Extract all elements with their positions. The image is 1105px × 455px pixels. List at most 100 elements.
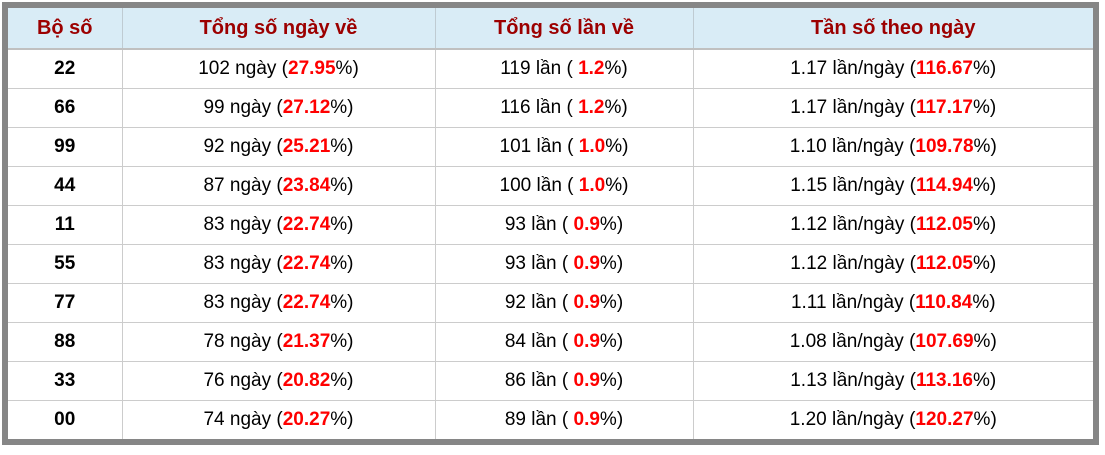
frequency-value: 1.08 lần/ngày — [789, 330, 904, 352]
pair-cell: 00 — [8, 399, 123, 439]
days-value: 87 ngày — [203, 174, 272, 196]
times-value: 116 lần — [500, 96, 562, 118]
days-percent: 22.74 — [282, 213, 331, 235]
paren-close: %) — [604, 57, 628, 79]
times-value: 93 lần — [504, 213, 557, 235]
table-row: 00 74 ngày (20.27%) 89 lần ( 0.9%) 1.20 … — [8, 399, 1093, 439]
frequency-cell: 1.15 lần/ngày (114.94%) — [692, 165, 1093, 206]
days-cell: 87 ngày (23.84%) — [121, 165, 436, 206]
days-percent: 27.12 — [282, 96, 331, 118]
paren-close: %) — [599, 252, 624, 274]
days-cell: 78 ngày (21.37%) — [121, 321, 436, 362]
paren-open: ( — [904, 174, 916, 196]
table-row: 55 83 ngày (22.74%) 93 lần ( 0.9%) 1.12 … — [8, 243, 1093, 284]
paren-open: ( — [903, 135, 916, 157]
pair-value: 00 — [54, 408, 76, 430]
frequency-cell: 1.08 lần/ngày (107.69%) — [692, 321, 1093, 362]
paren-close: %) — [973, 96, 997, 118]
times-percent: 1.2 — [578, 96, 605, 118]
days-percent: 22.74 — [282, 291, 331, 313]
times-value: 89 lần — [504, 408, 557, 430]
frequency-cell: 1.17 lần/ngày (116.67%) — [692, 48, 1093, 89]
frequency-percent: 116.67 — [915, 57, 974, 79]
paren-close: %) — [973, 369, 997, 391]
days-cell: 102 ngày (27.95%) — [121, 48, 436, 89]
times-percent: 0.9 — [573, 408, 600, 430]
paren-open: ( — [556, 213, 574, 235]
days-percent: 23.84 — [282, 174, 331, 196]
frequency-percent: 117.17 — [915, 96, 974, 118]
column-header-frequency: Tần số theo ngày — [692, 8, 1093, 50]
paren-open: ( — [271, 96, 283, 118]
paren-open: ( — [904, 96, 916, 118]
days-cell: 99 ngày (27.12%) — [121, 87, 436, 128]
times-percent: 1.2 — [578, 57, 605, 79]
pair-value: 99 — [54, 135, 76, 157]
pair-cell: 99 — [8, 126, 123, 167]
days-percent: 20.82 — [282, 369, 331, 391]
times-cell: 100 lần ( 1.0%) — [434, 165, 694, 206]
pair-value: 77 — [54, 291, 76, 313]
times-value: 100 lần — [499, 174, 562, 196]
paren-open: ( — [903, 408, 916, 430]
times-percent: 0.9 — [573, 330, 600, 352]
days-value: 83 ngày — [203, 291, 272, 313]
paren-open: ( — [271, 252, 283, 274]
times-cell: 93 lần ( 0.9%) — [434, 204, 694, 245]
paren-open: ( — [271, 291, 283, 313]
table-body: 22 102 ngày (27.95%) 119 lần ( 1.2%) 1.1… — [8, 48, 1093, 439]
paren-close: %) — [973, 213, 997, 235]
days-value: 83 ngày — [203, 252, 272, 274]
frequency-value: 1.20 lần/ngày — [789, 408, 904, 430]
paren-open: ( — [271, 213, 283, 235]
pair-cell: 22 — [8, 48, 123, 89]
days-cell: 83 ngày (22.74%) — [121, 204, 436, 245]
paren-open: ( — [556, 291, 574, 313]
days-value: 78 ngày — [203, 330, 272, 352]
frequency-percent: 120.27 — [915, 408, 974, 430]
table-row: 22 102 ngày (27.95%) 119 lần ( 1.2%) 1.1… — [8, 48, 1093, 89]
paren-open: ( — [904, 369, 916, 391]
times-percent: 1.0 — [578, 174, 606, 196]
frequency-cell: 1.13 lần/ngày (113.16%) — [692, 360, 1093, 401]
pair-cell: 77 — [8, 282, 123, 323]
paren-close: %) — [330, 174, 354, 196]
paren-open: ( — [556, 252, 574, 274]
paren-close: %) — [599, 408, 624, 430]
frequency-percent: 110.84 — [915, 291, 973, 313]
table-header-row: Bộ số Tổng số ngày về Tổng số lần về Tần… — [8, 8, 1093, 50]
paren-close: %) — [604, 96, 628, 118]
pair-cell: 55 — [8, 243, 123, 284]
times-cell: 89 lần ( 0.9%) — [434, 399, 694, 439]
frequency-cell: 1.17 lần/ngày (117.17%) — [692, 87, 1093, 128]
pair-value: 22 — [54, 57, 76, 79]
paren-open: ( — [904, 57, 916, 79]
days-value: 76 ngày — [203, 369, 272, 391]
table-row: 11 83 ngày (22.74%) 93 lần ( 0.9%) 1.12 … — [8, 204, 1093, 245]
paren-close: %) — [330, 291, 354, 313]
paren-open: ( — [271, 369, 283, 391]
days-value: 83 ngày — [203, 213, 272, 235]
paren-close: %) — [973, 174, 997, 196]
paren-open: ( — [561, 135, 579, 157]
times-percent: 1.0 — [578, 135, 606, 157]
paren-close: %) — [330, 408, 354, 430]
paren-close: %) — [330, 213, 354, 235]
days-percent: 21.37 — [282, 330, 331, 352]
times-value: 101 lần — [499, 135, 562, 157]
times-value: 84 lần — [504, 330, 557, 352]
table-row: 88 78 ngày (21.37%) 84 lần ( 0.9%) 1.08 … — [8, 321, 1093, 362]
times-value: 119 lần — [500, 57, 562, 79]
times-cell: 116 lần ( 1.2%) — [434, 87, 694, 128]
paren-open: ( — [561, 57, 579, 79]
frequency-percent: 114.94 — [915, 174, 974, 196]
frequency-value: 1.13 lần/ngày — [790, 369, 905, 391]
frequency-percent: 112.05 — [915, 213, 974, 235]
days-percent: 25.21 — [282, 135, 331, 157]
paren-open: ( — [904, 213, 916, 235]
times-cell: 93 lần ( 0.9%) — [434, 243, 694, 284]
frequency-percent: 113.16 — [915, 369, 974, 391]
frequency-value: 1.17 lần/ngày — [790, 96, 905, 118]
paren-close: %) — [973, 330, 997, 352]
paren-open: ( — [556, 408, 574, 430]
